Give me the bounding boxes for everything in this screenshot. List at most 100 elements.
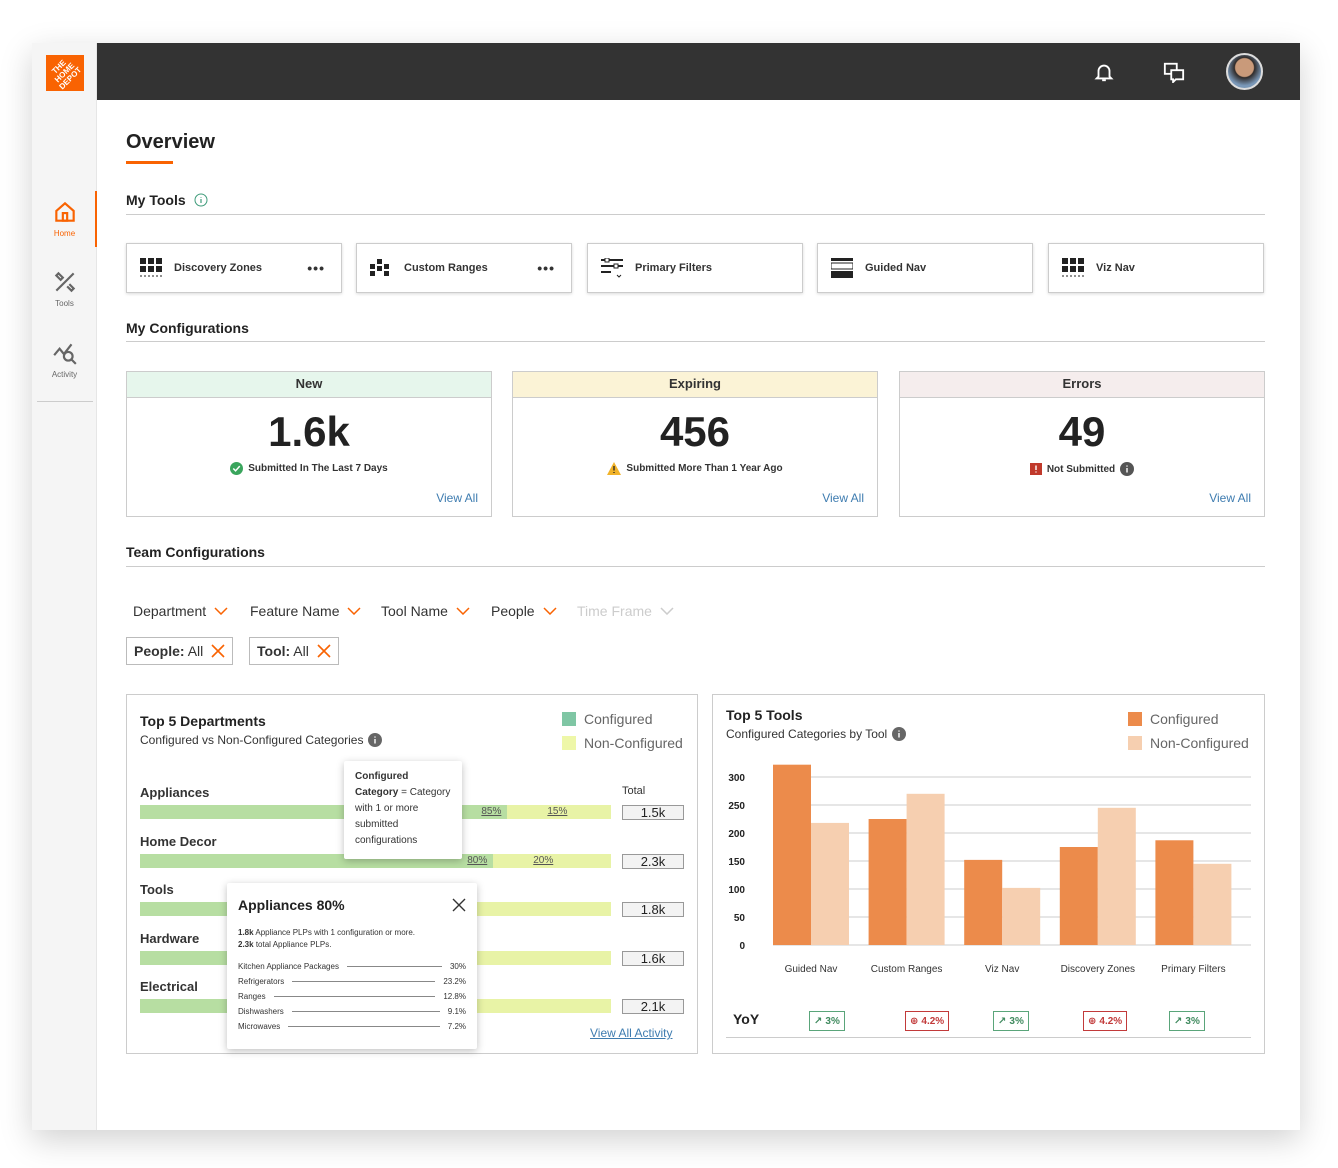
card-header: Errors <box>900 372 1264 398</box>
yoy-value: 4.2% <box>921 1015 945 1027</box>
bar-configured[interactable] <box>964 859 1003 945</box>
popup-row: Refrigerators 23.2% <box>238 974 466 989</box>
non-configured-segment[interactable]: 15% <box>507 805 611 819</box>
filter-feature-name[interactable]: Feature Name <box>250 603 362 619</box>
filter-tool-name[interactable]: Tool Name <box>381 603 470 619</box>
popup-summary: 1.8k Appliance PLPs with 1 configuration… <box>238 927 466 951</box>
popup-text: total Appliance PLPs. <box>255 940 332 949</box>
app-window: THE HOME DEPOT Home Tools Activity Overv… <box>32 43 1300 1130</box>
bar-configured[interactable] <box>1059 847 1098 945</box>
tooltip-term: Configured Category <box>355 771 409 798</box>
popup-breakdown: Kitchen Appliance Packages 30% Refrigerat… <box>238 959 466 1034</box>
close-icon[interactable] <box>452 898 466 912</box>
popup-row-label: Refrigerators <box>238 977 285 986</box>
yoy-value: 3% <box>825 1015 840 1027</box>
tool-card-discovery-zones[interactable]: Discovery Zones ••• <box>126 243 342 293</box>
home-icon <box>54 201 75 222</box>
chip-key: Tool: <box>257 643 291 659</box>
popup-summary-line: 2.3k total Appliance PLPs. <box>238 939 466 951</box>
view-all-link[interactable]: View All <box>1209 491 1251 505</box>
department-name: Appliances <box>140 785 210 800</box>
legend-label: Configured <box>1150 711 1219 727</box>
legend-swatch <box>562 736 576 750</box>
more-menu-button[interactable]: ••• <box>307 260 325 276</box>
tool-label: Discovery Zones <box>174 262 263 274</box>
close-icon[interactable] <box>317 644 331 658</box>
bar-non-configured[interactable] <box>1002 887 1041 945</box>
bar-configured[interactable] <box>868 819 907 945</box>
card-note: Submitted In The Last 7 Days <box>127 462 491 475</box>
panel-title: Top 5 Tools <box>726 707 803 723</box>
card-note-text: Submitted More Than 1 Year Ago <box>626 463 783 474</box>
non-configured-segment[interactable]: 20% <box>493 854 611 868</box>
chip-value: All <box>187 643 204 659</box>
trending-up-icon: ↗ <box>1174 1015 1183 1027</box>
config-card-new: New 1.6k Submitted In The Last 7 Days Vi… <box>126 371 492 517</box>
yoy-value: 3% <box>1009 1015 1024 1027</box>
tool-card-custom-ranges[interactable]: Custom Ranges ••• <box>356 243 572 293</box>
bar-non-configured[interactable] <box>1193 863 1232 945</box>
popup-row-label: Dishwashers <box>238 1007 284 1016</box>
tool-card-viz-nav[interactable]: Viz Nav <box>1048 243 1264 293</box>
section-divider <box>126 341 1265 342</box>
popup-row-label: Ranges <box>238 992 266 1001</box>
user-avatar[interactable] <box>1226 53 1263 90</box>
bar-non-configured[interactable] <box>811 822 849 945</box>
close-icon[interactable] <box>211 644 225 658</box>
bar-non-configured[interactable] <box>906 793 945 945</box>
tools-icon <box>54 271 75 293</box>
filter-department[interactable]: Department <box>133 603 228 619</box>
sidebar-item-label: Activity <box>51 370 78 379</box>
filter-icon <box>600 256 624 280</box>
grid-icon <box>139 256 163 280</box>
layout-icon <box>830 256 854 280</box>
sidebar-item-activity[interactable]: Activity <box>32 332 97 388</box>
chat-icon[interactable] <box>1159 57 1189 87</box>
info-icon[interactable] <box>892 727 907 741</box>
more-menu-button[interactable]: ••• <box>537 260 555 276</box>
bar-configured[interactable] <box>773 764 811 945</box>
info-icon[interactable] <box>1120 462 1135 476</box>
chevron-down-icon <box>456 607 470 615</box>
view-all-link[interactable]: View All <box>822 491 864 505</box>
legend-non-configured: Non-Configured <box>562 735 683 751</box>
configured-category-tooltip: Configured Category = Category with 1 or… <box>344 761 462 859</box>
bar-non-configured[interactable] <box>1097 807 1136 945</box>
warning-icon <box>607 462 622 475</box>
tool-label: Custom Ranges <box>404 262 488 274</box>
legend-configured: Configured <box>562 711 653 727</box>
grid-icon <box>1061 256 1085 280</box>
total-value: 2.1k <box>622 999 684 1014</box>
legend-configured: Configured <box>1128 711 1219 727</box>
check-circle-icon <box>230 462 244 475</box>
team-configurations-title: Team Configurations <box>126 544 265 560</box>
sidebar-item-home[interactable]: Home <box>32 191 97 247</box>
view-all-link[interactable]: View All <box>436 491 478 505</box>
non-configured-percent: 20% <box>533 855 554 866</box>
y-tick-label: 300 <box>728 773 745 784</box>
info-icon[interactable] <box>194 193 208 207</box>
department-name: Hardware <box>140 931 200 946</box>
home-depot-logo[interactable]: THE HOME DEPOT <box>46 55 84 91</box>
bell-icon[interactable] <box>1089 57 1119 87</box>
view-all-activity-link[interactable]: View All Activity <box>590 1026 673 1040</box>
section-divider <box>126 214 1265 215</box>
bar-configured[interactable] <box>1155 840 1194 945</box>
tool-card-guided-nav[interactable]: Guided Nav <box>817 243 1033 293</box>
department-bar[interactable]: 80% 20% <box>140 854 611 868</box>
chevron-down-icon <box>660 607 674 615</box>
configured-percent: 80% <box>467 855 488 866</box>
legend-swatch <box>1128 712 1142 726</box>
configured-percent: 85% <box>481 806 502 817</box>
department-name: Electrical <box>140 979 198 994</box>
yoy-value: 4.2% <box>1099 1015 1123 1027</box>
filter-chip-people: People: All <box>126 637 234 665</box>
legend-swatch <box>1128 736 1142 750</box>
tool-card-primary-filters[interactable]: Primary Filters <box>587 243 803 293</box>
filter-people[interactable]: People <box>491 603 557 619</box>
sidebar-item-tools[interactable]: Tools <box>32 261 97 317</box>
filter-chip-tool: Tool: All <box>249 637 339 665</box>
my-configurations-title: My Configurations <box>126 320 249 336</box>
info-icon[interactable] <box>368 733 383 747</box>
top-tools-panel: Top 5 Tools Configured Categories by Too… <box>712 694 1265 1054</box>
